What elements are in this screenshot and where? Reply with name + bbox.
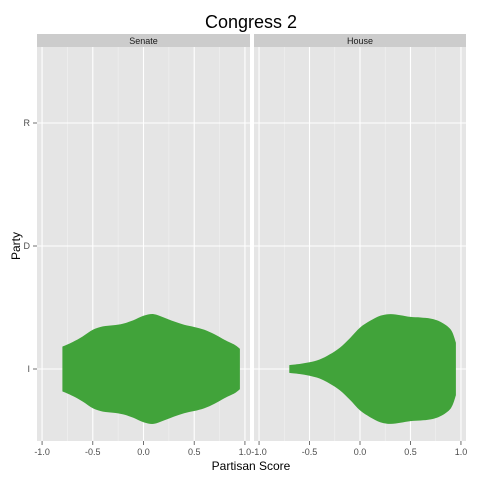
x-axis-title: Partisan Score xyxy=(212,459,291,473)
x-tick-label: 1.0 xyxy=(239,447,252,457)
facet-strip-label: Senate xyxy=(129,36,158,46)
x-tick-label: -0.5 xyxy=(302,447,318,457)
facet-panels: Senate -1.0 -0.5 0.0 0.5 1.0 House -1.0 -0.5 0.0 0… xyxy=(34,34,467,457)
facet-panel-house: House -1.0 -0.5 0.0 0.5 1.0 xyxy=(251,34,467,457)
x-tick-label: 1.0 xyxy=(455,447,468,457)
x-tick-label: 0.0 xyxy=(354,447,367,457)
y-tick-label: I xyxy=(27,364,30,374)
y-tick-label: R xyxy=(24,118,31,128)
y-tick-label: D xyxy=(24,241,31,251)
facet-panel-senate: Senate -1.0 -0.5 0.0 0.5 1.0 xyxy=(34,34,251,457)
y-axis-title: Party xyxy=(9,232,23,260)
x-tick-label: -1.0 xyxy=(251,447,267,457)
facet-strip-label: House xyxy=(347,36,373,46)
x-tick-label: -1.0 xyxy=(34,447,50,457)
chart-title: Congress 2 xyxy=(205,12,297,32)
y-axis: I D R xyxy=(24,118,38,374)
x-tick-label: 0.5 xyxy=(404,447,417,457)
x-tick-label: -0.5 xyxy=(85,447,101,457)
x-tick-label: 0.5 xyxy=(188,447,201,457)
x-tick-label: 0.0 xyxy=(137,447,150,457)
